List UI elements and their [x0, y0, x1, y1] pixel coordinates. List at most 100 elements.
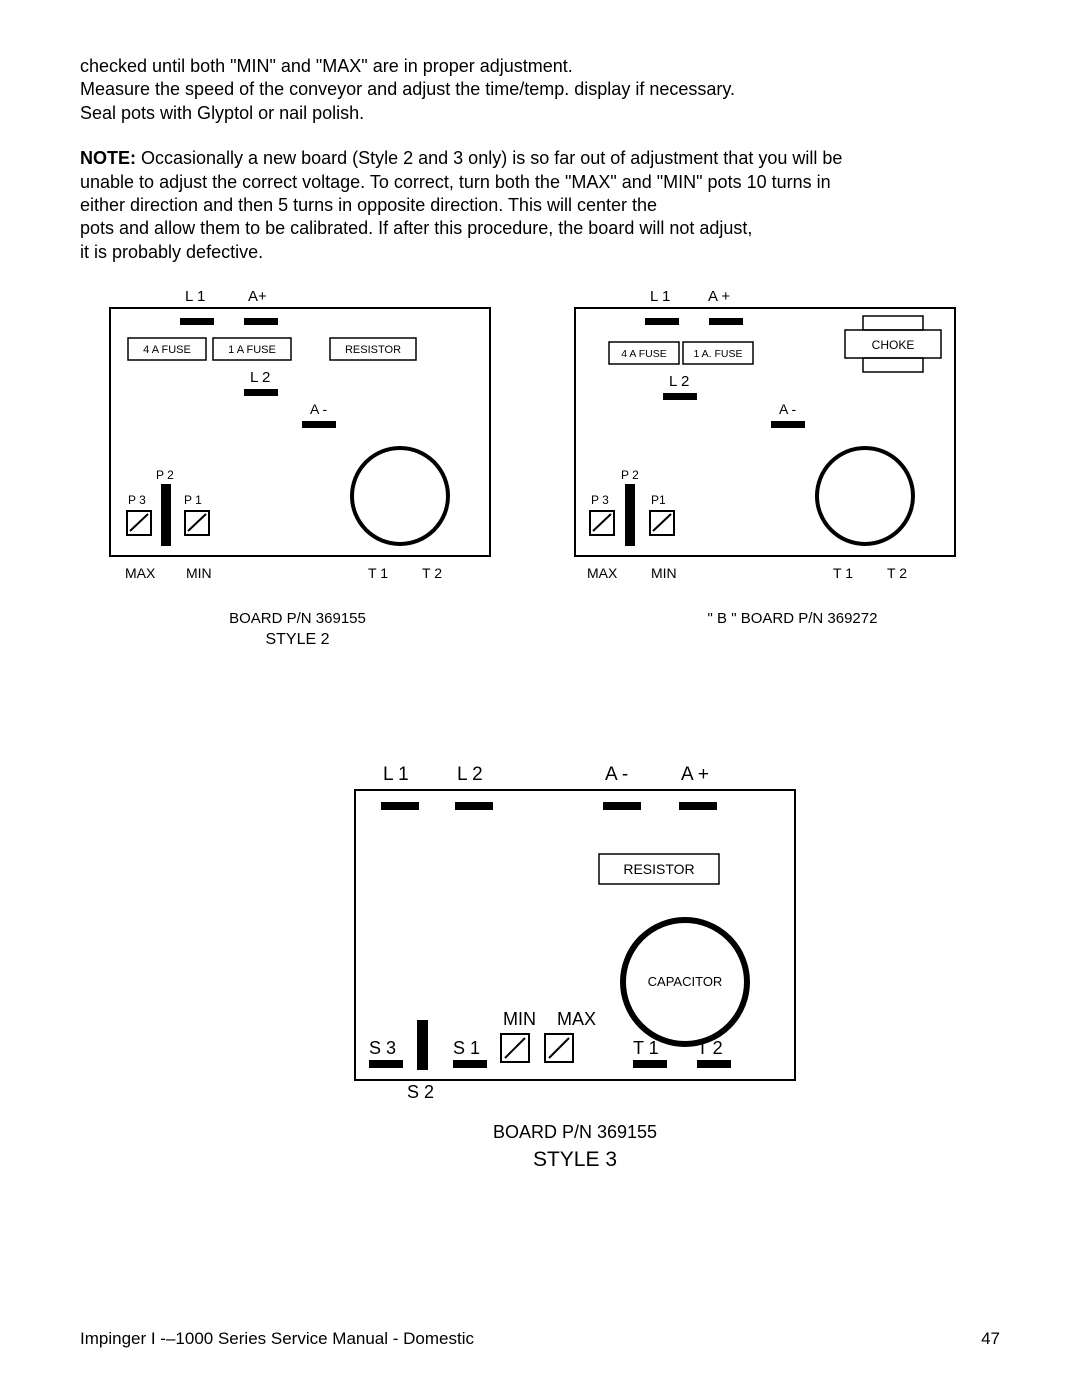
- label-s3: S 3: [369, 1038, 396, 1058]
- label-p3: P 3: [591, 493, 609, 507]
- terminal-a-minus: [302, 421, 336, 428]
- caption-b-board: " B " BOARD P/N 369272: [648, 608, 878, 629]
- pot-min-slot: [653, 514, 671, 531]
- label-t2: T 2: [422, 565, 442, 581]
- label-min: MIN: [186, 565, 212, 581]
- diagram-style3: L 1 L 2 A - A + RESISTOR CAPACITOR MIN: [345, 762, 805, 1175]
- label-p2: P 2: [156, 468, 174, 482]
- footer-title: Impinger I -–1000 Series Service Manual …: [80, 1329, 474, 1349]
- label-4a-fuse: 4 A FUSE: [621, 348, 667, 360]
- board-b-svg: L 1 A + 4 A FUSE 1 A. FUSE CHOKE L 2: [565, 286, 960, 596]
- terminal-a-minus: [771, 421, 805, 428]
- label-a-minus: A -: [605, 764, 628, 785]
- label-max: MAX: [587, 565, 618, 581]
- label-t1: T 1: [368, 565, 388, 581]
- label-l2: L 2: [669, 373, 689, 390]
- pin-bar: [625, 484, 635, 546]
- label-capacitor: CAPACITOR: [648, 974, 723, 989]
- pot-max-slot: [130, 514, 148, 531]
- pin-bar: [161, 484, 171, 546]
- terminal-a-plus: [709, 318, 743, 325]
- label-a-minus: A -: [310, 401, 327, 417]
- label-a-plus: A +: [708, 288, 730, 305]
- label-t1: T 1: [833, 565, 853, 581]
- text-line: checked until both "MIN" and "MAX" are i…: [80, 56, 573, 76]
- pot-max-slot: [593, 514, 611, 531]
- caption-line: BOARD P/N 369155: [229, 610, 366, 627]
- page-footer: Impinger I -–1000 Series Service Manual …: [80, 1329, 1000, 1349]
- terminal-a-minus: [603, 802, 641, 810]
- label-min: MIN: [503, 1009, 536, 1029]
- terminal-l2: [663, 393, 697, 400]
- caption-style3: BOARD P/N 369155 STYLE 3: [493, 1120, 657, 1175]
- terminal-a-plus: [244, 318, 278, 325]
- text-line: Occasionally a new board (Style 2 and 3 …: [136, 148, 842, 168]
- page-number: 47: [981, 1329, 1000, 1349]
- terminal-l2: [244, 389, 278, 396]
- diagram-b-board: L 1 A + 4 A FUSE 1 A. FUSE CHOKE L 2: [565, 286, 960, 651]
- text-line: Seal pots with Glyptol or nail polish.: [80, 103, 364, 123]
- caption-line: " B " BOARD P/N 369272: [708, 610, 878, 627]
- pot-min-slot: [188, 514, 206, 531]
- caption-style2: BOARD P/N 369155 STYLE 2: [229, 608, 366, 651]
- label-choke: CHOKE: [872, 338, 915, 352]
- capacitor-circle: [352, 448, 448, 544]
- paragraph-note: NOTE: Occasionally a new board (Style 2 …: [80, 147, 1000, 264]
- label-a-plus: A+: [248, 288, 267, 305]
- diagram-style3-wrap: L 1 L 2 A - A + RESISTOR CAPACITOR MIN: [80, 762, 1000, 1175]
- label-a-plus: A +: [681, 764, 709, 785]
- label-l1: L 1: [185, 288, 205, 305]
- caption-line: STYLE 2: [265, 631, 329, 648]
- terminal-t2: [697, 1060, 731, 1068]
- text-line: Measure the speed of the conveyor and ad…: [80, 79, 735, 99]
- label-resistor: RESISTOR: [623, 861, 694, 877]
- pot-min-slot: [505, 1038, 525, 1058]
- label-4a-fuse: 4 A FUSE: [143, 344, 191, 356]
- paragraph-adjustment: checked until both "MIN" and "MAX" are i…: [80, 55, 1000, 125]
- text-line: unable to adjust the correct voltage. To…: [80, 172, 831, 192]
- pot-max-slot: [549, 1038, 569, 1058]
- label-max: MAX: [557, 1009, 596, 1029]
- label-s1: S 1: [453, 1038, 480, 1058]
- label-p2: P 2: [621, 468, 639, 482]
- pin-bar: [417, 1020, 428, 1070]
- label-s2: S 2: [407, 1082, 434, 1102]
- label-l2: L 2: [457, 764, 483, 785]
- terminal-a-plus: [679, 802, 717, 810]
- board-style3-svg: L 1 L 2 A - A + RESISTOR CAPACITOR MIN: [345, 762, 805, 1102]
- label-1a-fuse: 1 A FUSE: [228, 344, 276, 356]
- label-max: MAX: [125, 565, 156, 581]
- terminal-s1: [453, 1060, 487, 1068]
- label-a-minus: A -: [779, 401, 796, 417]
- caption-line: STYLE 3: [533, 1148, 617, 1171]
- label-t2: T 2: [887, 565, 907, 581]
- text-line: it is probably defective.: [80, 242, 263, 262]
- label-l1: L 1: [650, 288, 670, 305]
- terminal-l1: [645, 318, 679, 325]
- label-p1: P 1: [184, 493, 202, 507]
- text-line: pots and allow them to be calibrated. If…: [80, 218, 752, 238]
- capacitor-circle: [817, 448, 913, 544]
- terminal-t1: [633, 1060, 667, 1068]
- diagram-style2: L 1 A+ 4 A FUSE 1 A FUSE RESISTOR L 2 A …: [100, 286, 495, 651]
- choke-top: [863, 316, 923, 330]
- terminal-s3: [369, 1060, 403, 1068]
- label-p1: P1: [651, 493, 666, 507]
- terminal-l1: [381, 802, 419, 810]
- label-t1: T 1: [633, 1038, 659, 1058]
- label-t2: T 2: [697, 1038, 723, 1058]
- page: checked until both "MIN" and "MAX" are i…: [0, 0, 1080, 1174]
- diagrams-row-top: L 1 A+ 4 A FUSE 1 A FUSE RESISTOR L 2 A …: [100, 286, 1000, 651]
- text-line: either direction and then 5 turns in opp…: [80, 195, 657, 215]
- choke-bottom: [863, 358, 923, 372]
- note-label: NOTE:: [80, 148, 136, 168]
- board-style2-svg: L 1 A+ 4 A FUSE 1 A FUSE RESISTOR L 2 A …: [100, 286, 495, 596]
- label-p3: P 3: [128, 493, 146, 507]
- terminal-l2: [455, 802, 493, 810]
- label-l1: L 1: [383, 764, 409, 785]
- label-resistor: RESISTOR: [345, 344, 401, 356]
- label-1a-fuse: 1 A. FUSE: [693, 348, 742, 360]
- terminal-l1: [180, 318, 214, 325]
- label-min: MIN: [651, 565, 677, 581]
- label-l2: L 2: [250, 369, 270, 386]
